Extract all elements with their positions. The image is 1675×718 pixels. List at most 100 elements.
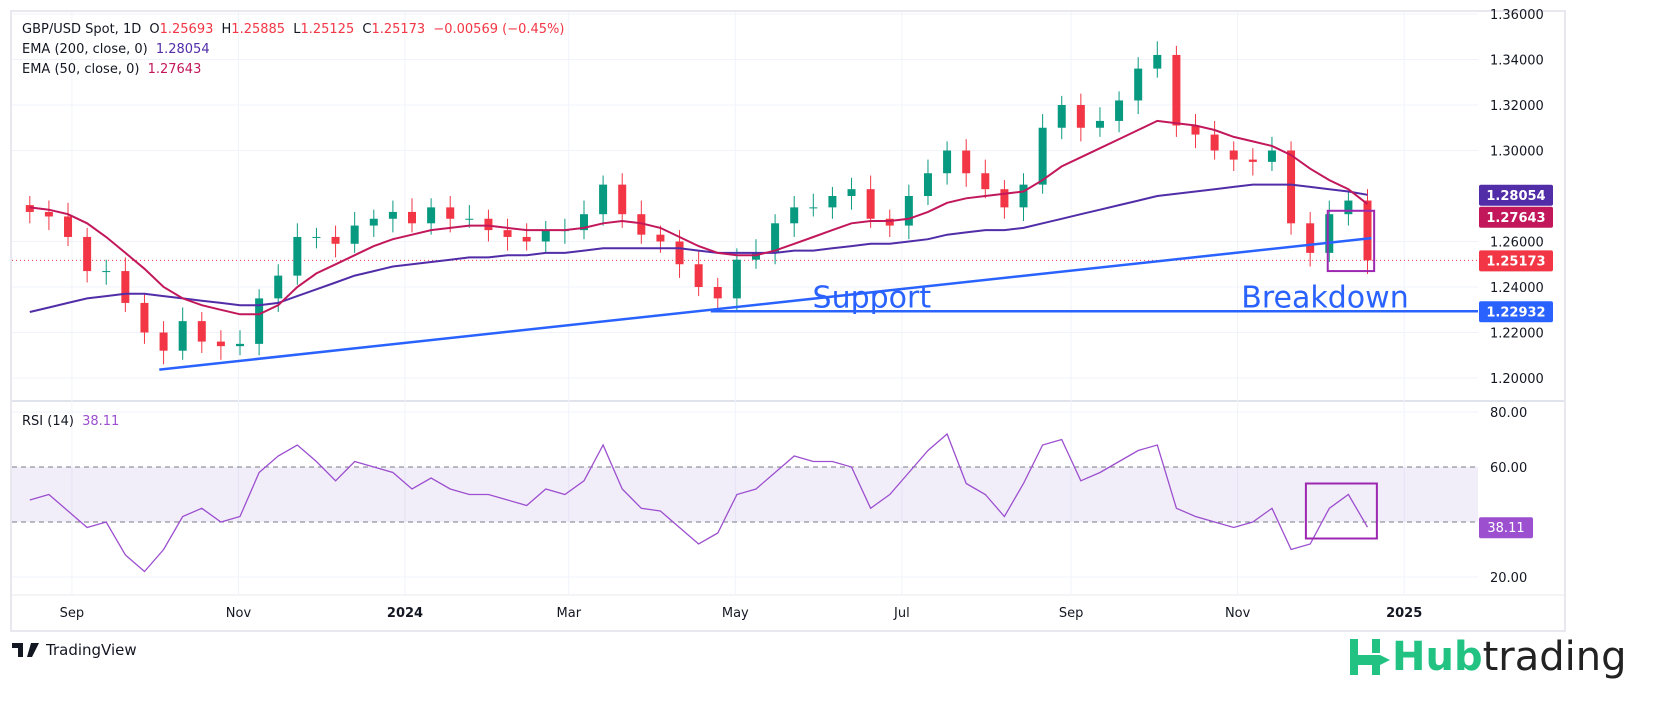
candle-body[interactable] (943, 150, 952, 174)
hubtrading-wordmark-hub: Hub (1392, 634, 1483, 680)
price-axis-badge (1479, 184, 1553, 206)
change-value: −0.00569 (−0.45%) (433, 22, 565, 37)
price-highlight-box[interactable] (1326, 209, 1376, 273)
candle-body[interactable] (1057, 105, 1066, 128)
candle-body[interactable] (579, 214, 588, 231)
candle-body[interactable] (178, 321, 187, 351)
ema50-legend[interactable]: EMA (50, close, 0) 1.27643 (22, 62, 205, 77)
candle-body[interactable] (637, 214, 646, 235)
candle-body[interactable] (1306, 223, 1315, 253)
support-trendline[interactable] (159, 236, 1372, 371)
candle-body[interactable] (1038, 127, 1047, 185)
candle-body[interactable] (1134, 68, 1143, 101)
symbol-legend: GBP/USD Spot, 1D O1.25693 H1.25885 L1.25… (22, 22, 568, 37)
candle-body[interactable] (790, 207, 799, 224)
candle-body[interactable] (656, 234, 665, 242)
candle-body[interactable] (1172, 54, 1181, 126)
candle-body[interactable] (64, 216, 73, 237)
candle-body[interactable] (618, 184, 627, 215)
candle-body[interactable] (388, 211, 397, 219)
candle-body[interactable] (159, 332, 168, 351)
candle-body[interactable] (923, 173, 932, 196)
candle-body[interactable] (236, 343, 245, 347)
candle-body[interactable] (866, 189, 875, 219)
candle-body[interactable] (771, 223, 780, 253)
candle-body[interactable] (369, 218, 378, 226)
candle-body[interactable] (1076, 105, 1085, 128)
ema200-label: EMA (200, close, 0) (22, 42, 148, 57)
rsi-axis-badge-label: 38.11 (1487, 521, 1524, 536)
candle-body[interactable] (522, 236, 531, 242)
candle-body[interactable] (981, 173, 990, 190)
hubtrading-wordmark-trading: trading (1482, 634, 1627, 680)
candle-body[interactable] (751, 252, 760, 260)
candle-body[interactable] (1287, 150, 1296, 224)
candle-body[interactable] (1210, 134, 1219, 151)
candle-body[interactable] (331, 236, 340, 244)
candle-body[interactable] (904, 196, 913, 226)
candle-body[interactable] (83, 236, 92, 272)
candle-body[interactable] (809, 207, 818, 209)
candle-body[interactable] (350, 225, 359, 244)
candle-body[interactable] (1000, 189, 1009, 208)
candle-body[interactable] (1191, 125, 1200, 135)
candle-body[interactable] (503, 230, 512, 237)
low-label: L (293, 22, 301, 37)
candle-body[interactable] (427, 207, 436, 224)
candle-body[interactable] (694, 264, 703, 287)
candle-body[interactable] (293, 236, 302, 276)
candle-body[interactable] (312, 236, 321, 238)
tradingview-logo[interactable]: TradingView (12, 641, 137, 659)
rsi-legend[interactable]: RSI (14) 38.11 (22, 414, 123, 429)
candle-body[interactable] (1363, 200, 1372, 261)
candle-body[interactable] (828, 196, 837, 208)
candle-body[interactable] (255, 298, 264, 344)
candle-body[interactable] (713, 287, 722, 299)
candle-body[interactable] (465, 218, 474, 220)
candle-body[interactable] (25, 205, 34, 212)
ema200-line[interactable] (29, 183, 1368, 313)
candle-body[interactable] (484, 218, 493, 231)
price-axis-badge-label: 1.22932 (1486, 305, 1545, 320)
candle-body[interactable] (1153, 54, 1162, 69)
price-tick-label: 1.36000 (1490, 8, 1544, 23)
candle-body[interactable] (102, 271, 111, 273)
ema50-value: 1.27643 (147, 62, 202, 77)
candle-body[interactable] (732, 259, 741, 299)
ema200-legend[interactable]: EMA (200, close, 0) 1.28054 (22, 42, 214, 57)
candle-body[interactable] (140, 302, 149, 333)
candle-body[interactable] (408, 211, 416, 224)
ema50-line[interactable] (29, 119, 1369, 316)
open-value: 1.25693 (159, 22, 214, 37)
price-tick-label: 1.20000 (1490, 372, 1544, 387)
candle-body[interactable] (885, 218, 894, 226)
annotation-breakdown[interactable]: Breakdown (1241, 281, 1408, 316)
candle-body[interactable] (1115, 100, 1124, 121)
candle-body[interactable] (1344, 200, 1353, 215)
candle-body[interactable] (962, 150, 971, 174)
candle-body[interactable] (197, 321, 206, 342)
price-axis-badge (1479, 301, 1553, 323)
candle-body[interactable] (446, 207, 455, 219)
candle-body[interactable] (1095, 120, 1104, 128)
candle-body[interactable] (216, 341, 225, 347)
tradingview-wordmark: TradingView (46, 641, 137, 659)
rsi-highlight-box[interactable] (1304, 482, 1378, 540)
candle-body[interactable] (121, 271, 130, 303)
annotation-support[interactable]: Support (813, 281, 932, 316)
candle-body[interactable] (675, 241, 684, 265)
candle-body[interactable] (1248, 159, 1257, 162)
chart-frame (10, 10, 1566, 632)
candle-body[interactable] (541, 230, 550, 242)
candle-body[interactable] (44, 211, 53, 217)
candle-body[interactable] (599, 184, 608, 215)
candle-body[interactable] (1019, 184, 1028, 208)
candle-body[interactable] (274, 275, 283, 299)
time-tick-label: Nov (226, 606, 252, 621)
candle-body[interactable] (1267, 150, 1276, 162)
rsi-line[interactable] (29, 432, 1369, 573)
candle-body[interactable] (847, 189, 856, 196)
candle-body[interactable] (1325, 214, 1334, 253)
candle-body[interactable] (1229, 150, 1238, 160)
